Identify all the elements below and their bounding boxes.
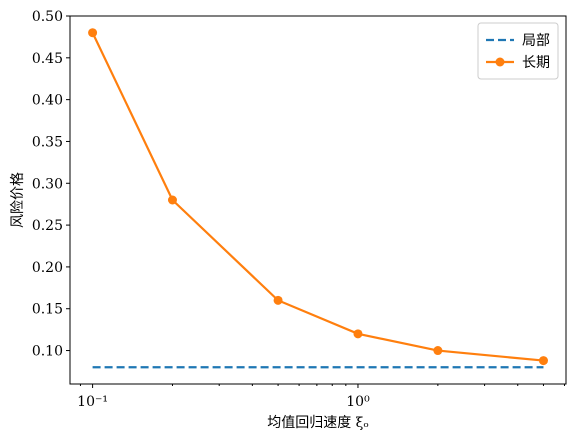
y-tick-label: 0.15 [32,302,63,318]
line [91,32,544,362]
legend-marker [495,57,505,67]
plot-frame [69,15,567,385]
marker [353,329,363,339]
y-axis-label: 风险价格 [10,172,26,228]
y-tick-label: 0.30 [32,176,63,192]
y-tick-label: 0.20 [32,260,63,276]
y-tick-label: 0.45 [32,51,63,67]
marker [538,356,548,366]
marker [88,28,98,38]
legend-label: 长期 [522,55,550,71]
x-axis-label: 均值回归速度 ξₒ [267,414,369,431]
y-tick-label: 0.40 [32,93,63,109]
x-tick-label: 10⁰ [346,394,370,410]
y-tick-label: 0.50 [32,9,63,25]
y-tick-label: 0.25 [32,218,63,234]
marker [273,295,283,305]
marker [167,195,177,205]
y-tick-label: 0.10 [32,344,63,360]
marker [433,346,443,356]
x-tick-label: 10⁻¹ [77,394,108,410]
legend-label: 局部 [522,33,550,49]
y-tick-label: 0.35 [32,134,63,150]
